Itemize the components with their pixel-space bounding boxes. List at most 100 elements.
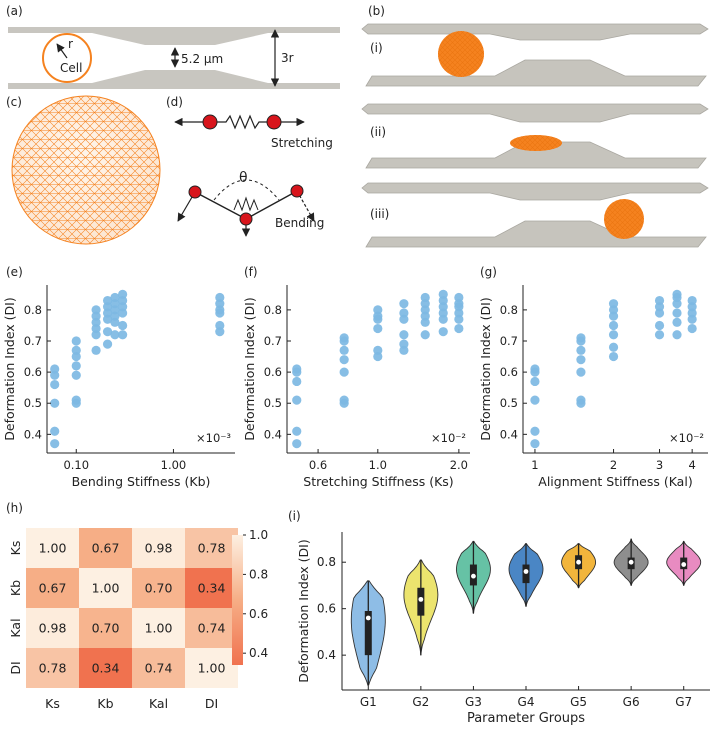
x-tick-label-f-0: 0.6 <box>309 458 327 472</box>
y-tick-label-g-1: 0.5 <box>500 396 518 410</box>
scatter-point-e-4-5 <box>110 292 120 303</box>
y-tick-label-f-1: 0.5 <box>264 396 282 410</box>
colorbar-tick-label-3: 1.0 <box>249 528 268 542</box>
torsion-spring-icon <box>233 196 259 212</box>
scatter-point-e-3-0 <box>102 339 113 349</box>
heatmap-cell-3-1 <box>79 648 132 688</box>
violin-x-tick-label-4: G5 <box>570 695 587 709</box>
scatter-point-g-0-2 <box>530 395 540 405</box>
y-tick-label-g-0: 0.4 <box>500 427 518 441</box>
cell-label: Cell <box>60 61 82 75</box>
heatmap-cell-0-1 <box>79 528 132 568</box>
bend-node-right <box>290 184 304 198</box>
panel-h: (h) 1.00 0.67 0.98 0.78 0.67 1.00 0.70 0.34 0.98… <box>6 501 268 711</box>
panel-letter-f: (f) <box>244 265 258 279</box>
heatmap-cell-0-2 <box>132 528 185 568</box>
heatmap-value-0-3: 0.78 <box>198 541 226 556</box>
x-tick-label-g-1: 2 <box>610 458 617 472</box>
violin-x-tick-label-0: G1 <box>360 695 377 709</box>
scatter-point-f-1-1 <box>339 395 349 405</box>
scatter-point-e-0-1 <box>50 426 60 436</box>
x-tick-label-f-2: 2.0 <box>450 458 468 472</box>
y-tick-label-f-0: 0.4 <box>264 427 282 441</box>
stage-3-cell-mesh <box>604 199 644 239</box>
scatter-point-f-0-5 <box>292 364 302 374</box>
violin-median-g5 <box>576 559 581 565</box>
colorbar <box>232 535 243 665</box>
panel-i: (i) 0.4 0.6 0.8 G1 G2 G3 G4 G5 G6 G7 Parameter Gro… <box>288 509 710 726</box>
heatmap-cell-2-2 <box>132 608 185 648</box>
scatter-point-f-1-6 <box>339 333 349 343</box>
stage-1-label: (i) <box>370 41 383 55</box>
colorbar-tick-label-1: 0.6 <box>249 607 268 621</box>
violin-iqr-box-g1 <box>364 611 372 656</box>
heatmap-row-label-1: Kb <box>8 580 23 596</box>
heatmap-cell-2-3 <box>185 608 238 648</box>
violin-x-tick-label-6: G7 <box>675 695 692 709</box>
y-tick-label-e-0: 0.4 <box>24 427 42 441</box>
scatter-point-g-2-3 <box>608 320 619 331</box>
scatter-point-g-1-4 <box>576 345 586 355</box>
scatter-point-e-6-5 <box>215 292 225 303</box>
panel-e: (e) 0.4 0.5 0.6 0.7 0.8 0.10 1.00 Bending Stiff… <box>2 265 235 489</box>
scatter-chart-f: 0.4 0.5 0.6 0.7 0.8 0.6 1.0 2.0 Stretching Stiff… <box>242 285 470 489</box>
scatter-point-f-4-0 <box>420 330 430 340</box>
radius-arrow <box>56 43 68 59</box>
panel-letter-d: (d) <box>166 95 183 109</box>
spring-icon <box>210 114 274 130</box>
scatter-chart-e: 0.4 0.5 0.6 0.7 0.8 0.10 1.00 Bending Stiffness… <box>2 285 235 489</box>
channel-stage-3: (iii) <box>361 182 709 248</box>
bend-edge-right <box>245 190 298 220</box>
scatter-point-e-4-0 <box>110 330 120 340</box>
violin-y-tick-label-1: 0.6 <box>317 602 336 616</box>
heatmap-cell-1-2 <box>132 568 185 608</box>
stage-3-bottom-plate <box>365 220 707 248</box>
heatmap-col-label-2: Kal <box>149 696 168 711</box>
scatter-point-g-3-1 <box>654 320 665 331</box>
violin-x-tick-label-5: G6 <box>623 695 640 709</box>
stage-2-label: (ii) <box>370 125 386 139</box>
panel-f: (f) 0.4 0.5 0.6 0.7 0.8 0.6 1.0 2.0 Stretching S… <box>242 265 470 489</box>
y-tick-label-g-4: 0.8 <box>500 303 518 317</box>
heatmap-cell-3-3 <box>185 648 238 688</box>
heatmap-value-1-1: 1.00 <box>92 581 120 596</box>
scatter-point-f-5-5 <box>438 289 448 299</box>
y-tick-label-g-3: 0.7 <box>500 334 518 348</box>
x-tick-label-g-2: 3 <box>656 458 663 472</box>
scatter-point-e-2-5 <box>91 305 101 315</box>
x-axis-label-e: Bending Stiffness (Kb) <box>72 474 211 489</box>
scatter-point-f-5-0 <box>438 327 448 337</box>
heatmap-value-3-1: 0.34 <box>92 661 120 676</box>
scatter-point-g-2-2 <box>608 330 619 340</box>
radius-label: r <box>68 37 73 51</box>
scatter-point-e-1-6 <box>71 336 81 346</box>
scatter-point-f-6-5 <box>454 292 464 303</box>
scatter-point-g-2-6 <box>608 299 619 309</box>
scatter-point-g-1-6 <box>576 333 586 343</box>
stage-2-cell-mesh <box>510 135 562 151</box>
scatter-point-g-5-0 <box>687 323 697 334</box>
scatter-point-e-3-5 <box>102 295 113 306</box>
scatter-point-g-4-1 <box>672 317 682 327</box>
x-tick-label-g-3: 4 <box>688 458 695 472</box>
scatter-point-e-3-1 <box>102 327 113 337</box>
scatter-point-f-2-5 <box>373 305 383 315</box>
violin-x-tick-label-2: G3 <box>465 695 482 709</box>
scatter-point-e-0-0 <box>50 439 60 449</box>
panel-letter-e: (e) <box>6 265 23 279</box>
y-tick-label-e-2: 0.6 <box>24 365 42 379</box>
heatmap-value-2-3: 0.74 <box>198 621 226 636</box>
violin-median-g1 <box>365 615 371 621</box>
panel-a: (a) r Cell 5.2 μm 3r <box>6 4 340 89</box>
scatter-point-g-3-0 <box>654 330 665 340</box>
heatmap-cell-1-0 <box>26 568 79 608</box>
panel-letter-c: (c) <box>6 95 22 109</box>
y-tick-label-e-3: 0.7 <box>24 334 42 348</box>
scatter-point-e-0-5 <box>50 364 60 374</box>
channel-bottom-wall <box>8 70 340 89</box>
height-label: 3r <box>281 51 294 65</box>
scatter-point-e-1-2 <box>71 370 81 380</box>
heatmap-row-label-3: DI <box>8 661 23 674</box>
scatter-point-g-1-3 <box>576 355 586 365</box>
scatter-point-g-4-5 <box>672 289 682 299</box>
